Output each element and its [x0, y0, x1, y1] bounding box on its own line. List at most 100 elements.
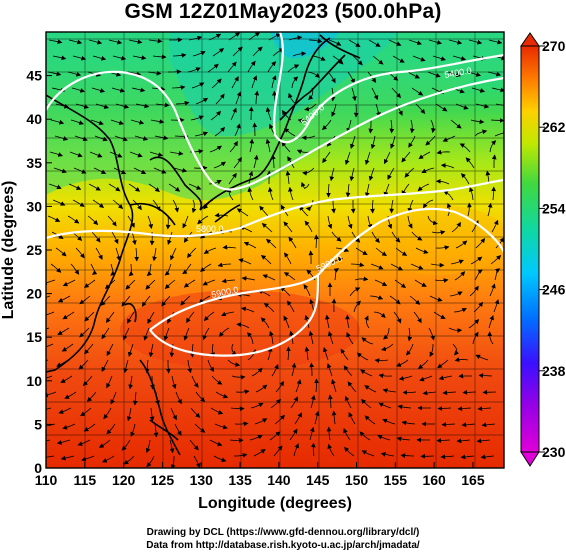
streamline-arrow	[360, 398, 372, 409]
streamline-arrow	[411, 231, 423, 241]
streamline-arrow	[52, 55, 67, 61]
streamline-arrow	[355, 247, 368, 255]
streamline-arrow	[233, 156, 242, 169]
streamline-arrow	[295, 379, 302, 393]
streamline-arrow	[174, 423, 182, 436]
streamline-arrow	[348, 411, 356, 425]
streamline-arrow	[340, 348, 349, 361]
streamline-arrow	[189, 343, 195, 358]
streamline-arrow	[374, 279, 388, 286]
streamline-arrow	[149, 151, 164, 157]
x-tick-label: 160	[422, 472, 446, 488]
streamline-arrow	[434, 278, 449, 283]
streamline-arrow	[235, 91, 242, 105]
streamline-arrow	[80, 407, 92, 417]
streamline-arrow	[462, 389, 477, 395]
streamline-arrow	[368, 167, 375, 181]
streamline-arrow	[314, 410, 320, 425]
streamline-arrow	[48, 39, 63, 44]
streamline-arrow	[168, 69, 182, 75]
streamline-arrow	[101, 327, 110, 340]
streamline-arrow	[413, 311, 422, 324]
streamline-arrow	[443, 190, 454, 201]
streamline-arrow	[482, 389, 497, 395]
streamline-arrow	[407, 199, 414, 213]
streamline-arrow	[251, 367, 263, 377]
y-tick-label: 5	[34, 416, 42, 432]
streamline-arrow	[347, 71, 355, 84]
streamline-arrow	[415, 247, 429, 254]
streamline-arrow	[374, 358, 389, 363]
streamline-arrow	[208, 180, 222, 185]
streamline-arrow	[203, 247, 217, 254]
streamline-arrow	[108, 39, 123, 45]
streamline-arrow	[283, 315, 290, 329]
streamline-arrow	[193, 455, 201, 468]
streamline-arrow	[152, 54, 167, 60]
streamline-arrow	[261, 222, 273, 233]
streamline-arrow	[332, 55, 344, 65]
streamline-arrow	[72, 55, 87, 61]
streamline-arrow	[83, 279, 96, 288]
streamline-arrow	[474, 129, 488, 137]
streamline-arrow	[417, 183, 430, 192]
streamline-arrow	[46, 327, 50, 330]
streamline-arrow	[110, 119, 124, 125]
streamline-arrow	[331, 103, 337, 117]
streamline-arrow	[265, 138, 271, 153]
streamline-arrow	[260, 317, 270, 329]
streamline-arrow	[247, 60, 256, 73]
streamline-arrow	[52, 199, 66, 206]
colorbar-tick-label: 238	[542, 363, 566, 379]
streamline-arrow	[70, 119, 84, 125]
streamline-arrow	[390, 263, 404, 271]
streamline-arrow	[182, 215, 189, 229]
streamline-arrow	[292, 51, 307, 57]
streamline-arrow	[134, 135, 149, 141]
streamline-arrow	[122, 327, 130, 341]
streamline-arrow	[75, 103, 89, 109]
streamline-arrow	[101, 455, 115, 463]
streamline-arrow	[146, 455, 155, 468]
streamline-arrow	[183, 279, 196, 288]
streamline-arrow	[191, 375, 199, 388]
streamline-arrow	[326, 426, 332, 441]
streamline-arrow	[68, 39, 83, 45]
contour-label-5400b: 5400.0	[444, 65, 473, 80]
streamline-arrow	[46, 343, 54, 348]
streamline-arrow	[353, 300, 361, 313]
streamline-arrow	[46, 439, 51, 442]
streamline-arrow	[383, 327, 390, 340]
streamline-arrow	[490, 118, 504, 123]
streamline-arrow	[227, 61, 237, 73]
streamline-arrow	[321, 119, 332, 131]
streamline-arrow	[182, 263, 192, 275]
streamline-arrow	[314, 378, 319, 393]
streamline-arrow	[274, 414, 285, 425]
streamline-arrow	[135, 103, 150, 109]
streamline-arrow	[93, 167, 107, 174]
streamline-arrow	[165, 360, 171, 374]
streamline-arrow	[468, 319, 480, 329]
streamline-arrow	[473, 301, 483, 313]
streamline-arrow	[145, 439, 151, 454]
streamline-arrow	[248, 170, 254, 185]
streamline-arrow	[188, 183, 202, 190]
streamline-arrow	[495, 237, 504, 249]
streamline-arrow	[331, 199, 336, 214]
streamline-arrow	[148, 343, 154, 358]
streamline-arrow	[395, 103, 403, 116]
streamline-arrow	[228, 172, 237, 185]
streamline-arrow	[450, 259, 464, 265]
streamline-arrow	[327, 331, 334, 345]
streamline-arrow	[155, 102, 170, 108]
streamline-arrow	[49, 151, 64, 157]
streamline-arrow	[56, 439, 71, 445]
streamline-arrow	[450, 119, 462, 129]
streamline-arrow	[281, 141, 291, 153]
streamline-arrow	[468, 39, 483, 45]
streamline-arrow	[191, 199, 197, 214]
ridge-east	[370, 205, 504, 275]
streamline-arrow	[227, 359, 241, 367]
streamline-arrow	[213, 455, 227, 463]
